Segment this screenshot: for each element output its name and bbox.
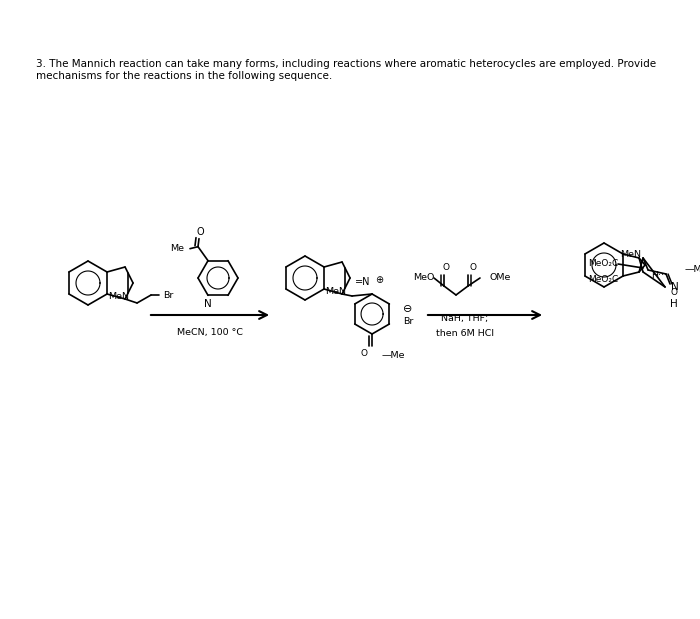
Text: 3. The Mannich reaction can take many forms, including reactions where aromatic : 3. The Mannich reaction can take many fo…	[36, 59, 656, 80]
Text: ⊖: ⊖	[403, 304, 413, 314]
Text: O: O	[470, 263, 477, 272]
Text: MeO₂C: MeO₂C	[588, 259, 618, 269]
Text: MeO₂C: MeO₂C	[588, 275, 618, 285]
Text: —Me: —Me	[381, 351, 405, 360]
Text: Br: Br	[403, 318, 413, 326]
Text: NaH, THF;: NaH, THF;	[442, 313, 489, 322]
Text: then 6M HCl: then 6M HCl	[436, 329, 494, 337]
Text: —Me: —Me	[684, 266, 700, 274]
Text: H: H	[670, 299, 678, 309]
Text: MeN: MeN	[620, 250, 641, 259]
Text: Br: Br	[163, 290, 173, 300]
Text: O: O	[196, 227, 204, 236]
Text: N: N	[204, 300, 212, 310]
Text: O: O	[671, 288, 678, 297]
Text: O: O	[360, 349, 368, 358]
Text: OMe: OMe	[490, 274, 512, 282]
Text: H···: H···	[651, 271, 667, 280]
Text: O: O	[442, 263, 449, 272]
Text: N: N	[671, 282, 679, 292]
Text: MeO: MeO	[412, 274, 434, 282]
Text: =N: =N	[355, 277, 370, 287]
Text: MeN: MeN	[325, 287, 346, 296]
Text: MeN: MeN	[108, 292, 129, 301]
Text: MeCN, 100 °C: MeCN, 100 °C	[177, 328, 243, 337]
Text: Me: Me	[170, 244, 184, 253]
Text: ⊕: ⊕	[375, 275, 383, 285]
